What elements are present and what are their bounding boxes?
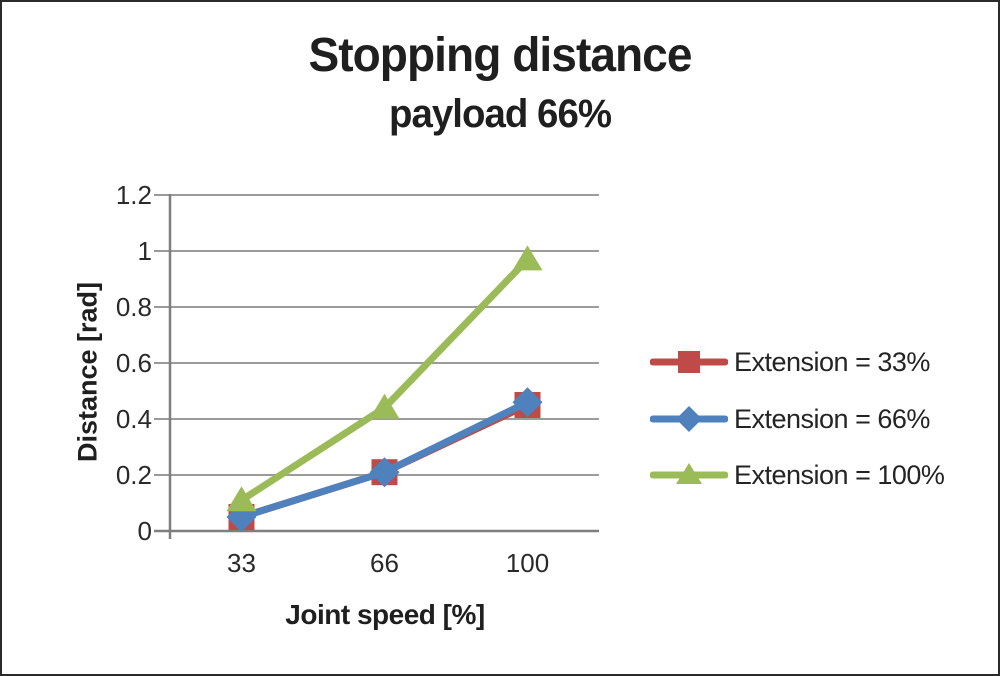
legend-label: Extension = 100% bbox=[734, 459, 945, 490]
x-axis-tick-label: 33 bbox=[227, 548, 256, 578]
x-axis-title: Joint speed [%] bbox=[285, 599, 485, 630]
y-axis-tick-label: 0.4 bbox=[115, 404, 152, 434]
y-axis-tick-label: 1.2 bbox=[115, 180, 152, 210]
x-axis-tick-label: 66 bbox=[370, 548, 399, 578]
x-axis-tick-label: 100 bbox=[505, 548, 550, 578]
chart-title: Stopping distance bbox=[308, 29, 692, 82]
y-axis-tick-label: 0.6 bbox=[115, 348, 152, 378]
legend-marker-triangle-icon bbox=[650, 463, 728, 484]
legend-marker-square-icon bbox=[650, 351, 728, 373]
legend-item: Extension = 33% bbox=[650, 344, 930, 380]
legend-item: Extension = 66% bbox=[650, 401, 930, 437]
y-axis-tick-label: 0 bbox=[137, 516, 152, 546]
y-axis-tick-labels: 1.2 1 0.8 0.6 0.4 0.2 0 bbox=[2, 2, 158, 674]
y-axis-tick-label: 1 bbox=[137, 236, 152, 266]
y-axis-tick-label: 0.8 bbox=[115, 292, 152, 322]
legend-marker-diamond-icon bbox=[650, 406, 728, 432]
legend-item: Extension = 100% bbox=[650, 457, 945, 493]
chart-subtitle: payload 66% bbox=[388, 92, 612, 136]
legend-label: Extension = 66% bbox=[734, 403, 930, 434]
legend-label: Extension = 33% bbox=[734, 346, 930, 377]
y-axis-tick-label: 0.2 bbox=[115, 460, 152, 490]
chart-legend: Extension = 33% Extension = 66% Extensio… bbox=[650, 2, 995, 674]
